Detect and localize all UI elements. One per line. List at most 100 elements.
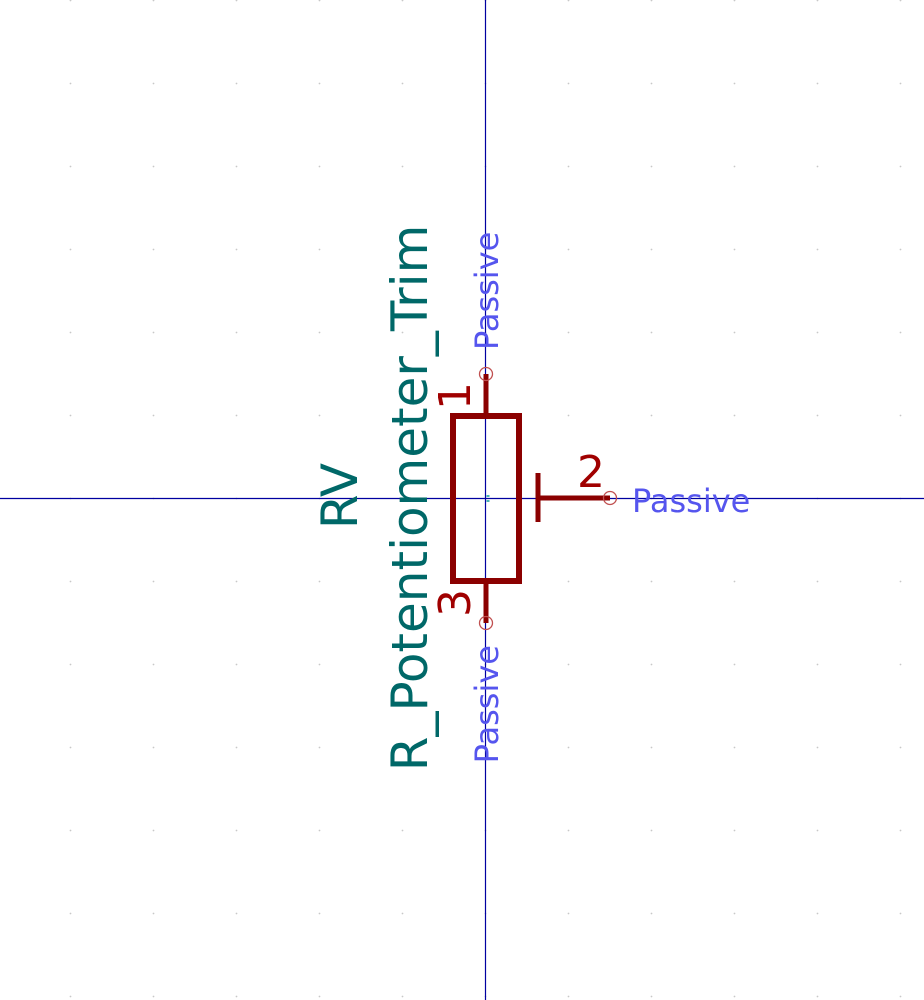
- grid-dot: [152, 414, 155, 417]
- grid-dot: [899, 746, 902, 749]
- pin-3-connection-point[interactable]: [478, 615, 494, 631]
- grid-dot: [69, 165, 72, 168]
- grid-dot: [235, 746, 238, 749]
- grid-dot: [69, 829, 72, 832]
- grid-dot: [733, 0, 736, 2]
- pin-3[interactable]: 3 Passive: [430, 581, 506, 763]
- resistor-body[interactable]: [450, 413, 522, 584]
- pin-2-number: 2: [577, 447, 605, 498]
- grid-dot: [152, 248, 155, 251]
- value-field: R_Potentiometer_Trim: [381, 225, 439, 772]
- grid-dot: [733, 663, 736, 666]
- grid-dot: [567, 0, 570, 2]
- grid-dot: [650, 746, 653, 749]
- grid-dot: [899, 912, 902, 915]
- grid-dot: [318, 663, 321, 666]
- grid-dot: [650, 0, 653, 2]
- grid-dot: [567, 82, 570, 85]
- grid-dot: [899, 0, 902, 2]
- grid-dot: [318, 912, 321, 915]
- grid-dot: [69, 580, 72, 583]
- grid-dot: [318, 165, 321, 168]
- pin-2[interactable]: 2 Passive: [538, 447, 750, 520]
- grid-dot: [733, 746, 736, 749]
- grid-dot: [650, 414, 653, 417]
- grid-dot: [318, 248, 321, 251]
- grid-dot: [899, 580, 902, 583]
- grid-dot: [401, 0, 404, 2]
- grid-dot: [401, 165, 404, 168]
- grid-dot: [318, 82, 321, 85]
- grid-dot: [816, 829, 819, 832]
- pin-2-type: Passive: [632, 482, 750, 520]
- grid-dot: [650, 580, 653, 583]
- grid-dot: [152, 82, 155, 85]
- grid-dot: [69, 995, 72, 998]
- grid-dot: [816, 82, 819, 85]
- grid-dot: [69, 0, 72, 2]
- grid-dot: [318, 746, 321, 749]
- grid-dot: [318, 0, 321, 2]
- grid-dot: [152, 331, 155, 334]
- grid-dot: [401, 414, 404, 417]
- grid-dot: [401, 912, 404, 915]
- pin-1-type: Passive: [468, 232, 506, 350]
- grid-dot: [152, 663, 155, 666]
- grid-dot: [733, 829, 736, 832]
- grid-dot: [567, 995, 570, 998]
- grid-dot: [318, 331, 321, 334]
- grid-dot: [235, 331, 238, 334]
- grid-dot: [816, 414, 819, 417]
- grid-dot: [235, 663, 238, 666]
- grid-dot: [235, 414, 238, 417]
- grid-dot: [899, 829, 902, 832]
- grid-dot: [567, 663, 570, 666]
- grid-dot: [69, 82, 72, 85]
- grid-dot: [235, 580, 238, 583]
- grid-dot: [650, 663, 653, 666]
- pin-1-connection-point[interactable]: [478, 366, 494, 382]
- grid-dot: [401, 331, 404, 334]
- grid-dot: [401, 248, 404, 251]
- grid-dot: [899, 248, 902, 251]
- grid-dot: [401, 829, 404, 832]
- grid-dot: [235, 248, 238, 251]
- grid-dot: [733, 912, 736, 915]
- grid-dot: [567, 580, 570, 583]
- pin-3-type: Passive: [468, 645, 506, 763]
- pin-3-number: 3: [430, 589, 481, 617]
- grid-dot: [650, 912, 653, 915]
- grid-dot: [650, 829, 653, 832]
- grid-dot: [816, 912, 819, 915]
- pin-1-number: 1: [430, 382, 481, 410]
- grid-dot: [235, 165, 238, 168]
- grid-dot: [235, 995, 238, 998]
- grid-dot: [152, 165, 155, 168]
- grid-dot: [152, 0, 155, 2]
- grid-dot: [899, 165, 902, 168]
- grid-dot: [235, 82, 238, 85]
- grid-dot: [650, 331, 653, 334]
- grid-dot: [235, 829, 238, 832]
- grid-dot: [733, 82, 736, 85]
- grid-dot: [235, 0, 238, 2]
- grid-dot: [567, 414, 570, 417]
- grid-dot: [816, 248, 819, 251]
- grid-dot: [318, 414, 321, 417]
- grid-dot: [567, 912, 570, 915]
- grid-dot: [650, 248, 653, 251]
- pin-1[interactable]: 1 Passive: [430, 232, 506, 416]
- grid-dot: [401, 580, 404, 583]
- grid-dot: [401, 82, 404, 85]
- grid-dot: [152, 829, 155, 832]
- grid-dot: [816, 995, 819, 998]
- grid-dot: [567, 165, 570, 168]
- grid-dot: [401, 995, 404, 998]
- pin-2-connection-point[interactable]: [602, 490, 618, 506]
- grid-dot: [899, 331, 902, 334]
- grid-dot: [69, 663, 72, 666]
- grid-dot: [69, 746, 72, 749]
- grid-dot: [733, 331, 736, 334]
- grid-dot: [733, 580, 736, 583]
